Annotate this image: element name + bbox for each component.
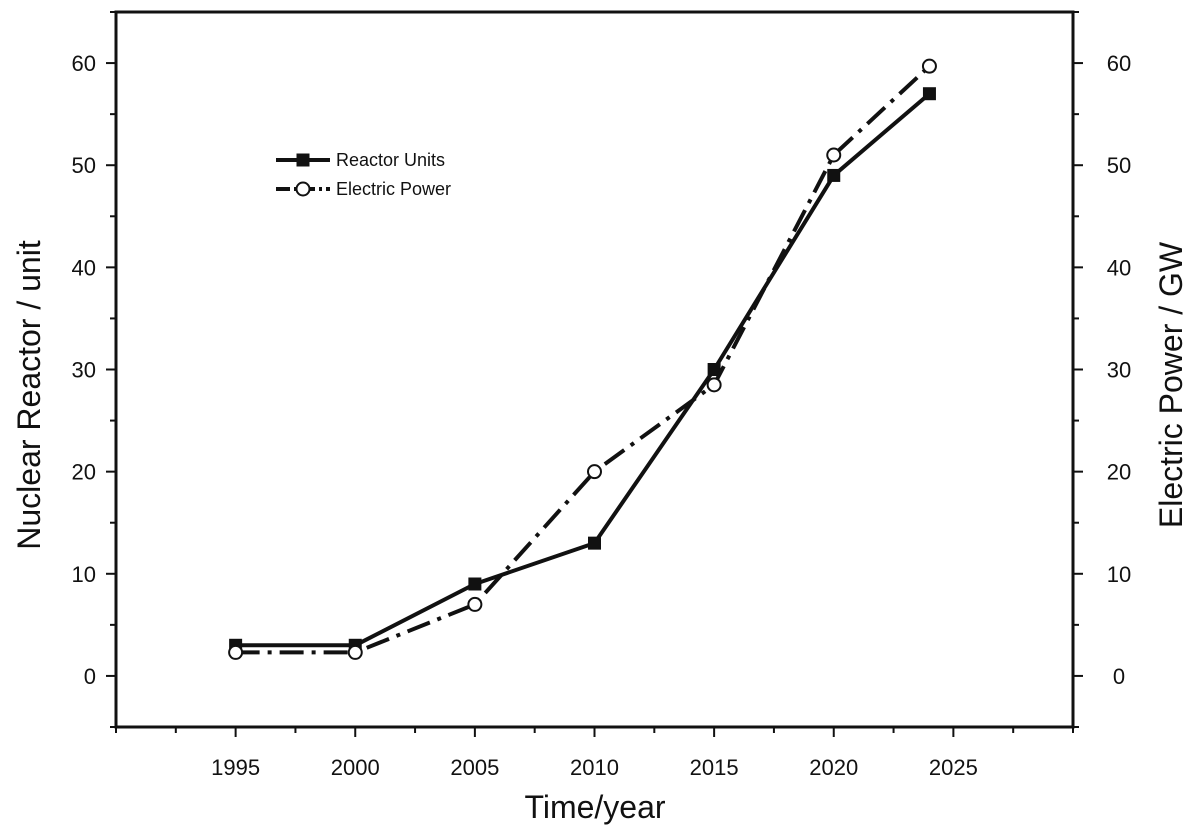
x-tick-label: 2020	[809, 755, 858, 780]
y2-tick-label: 0	[1113, 664, 1125, 689]
x-tick-label: 2005	[450, 755, 499, 780]
y-axis-title: Nuclear Reactor / unit	[11, 240, 47, 550]
y2-tick-label: 10	[1107, 562, 1131, 587]
data-point	[228, 644, 244, 660]
legend-marker	[295, 181, 311, 197]
y-tick-label: 10	[72, 562, 96, 587]
legend-label: Reactor Units	[336, 150, 445, 170]
y-tick-label: 20	[72, 460, 96, 485]
y2-tick-label: 40	[1107, 255, 1131, 280]
legend-label: Electric Power	[336, 179, 451, 199]
y-tick-label: 30	[72, 358, 96, 383]
data-point	[706, 377, 722, 393]
data-point	[922, 87, 936, 101]
legend: Reactor Units Electric Power	[276, 150, 451, 199]
x-tick-label: 1995	[211, 755, 260, 780]
data-point	[467, 596, 483, 612]
y2-tick-label: 50	[1107, 153, 1131, 178]
series-line	[235, 92, 931, 648]
x-tick-label: 2010	[570, 755, 619, 780]
plot-border	[114, 10, 1075, 729]
y2-tick-label: 60	[1107, 51, 1131, 76]
x-axis-title: Time/year	[524, 789, 665, 825]
axis-ticks: 1995 2000 2005 2010 2015 2020 2025010203040506…	[72, 11, 1131, 780]
series-1	[229, 87, 936, 652]
series-2	[228, 58, 937, 660]
y-tick-label: 0	[84, 664, 96, 689]
plot-frame	[114, 10, 1075, 729]
x-tick-label: 2025	[929, 755, 978, 780]
series	[228, 58, 937, 660]
y-tick-label: 60	[72, 51, 96, 76]
y-tick-label: 50	[72, 153, 96, 178]
data-point	[587, 464, 602, 480]
legend-marker	[296, 153, 310, 167]
data-point	[826, 147, 842, 163]
data-point	[827, 168, 841, 182]
y-tick-label: 40	[72, 255, 96, 280]
y2-tick-label: 20	[1107, 460, 1131, 485]
x-tick-label: 2000	[331, 755, 380, 780]
data-point	[347, 644, 363, 660]
y2-axis-title: Electric Power / GW	[1153, 241, 1189, 528]
data-point	[588, 536, 601, 550]
x-tick-label: 2015	[690, 755, 739, 780]
y2-tick-label: 30	[1107, 358, 1131, 383]
data-point	[468, 577, 482, 591]
data-point	[921, 58, 937, 74]
